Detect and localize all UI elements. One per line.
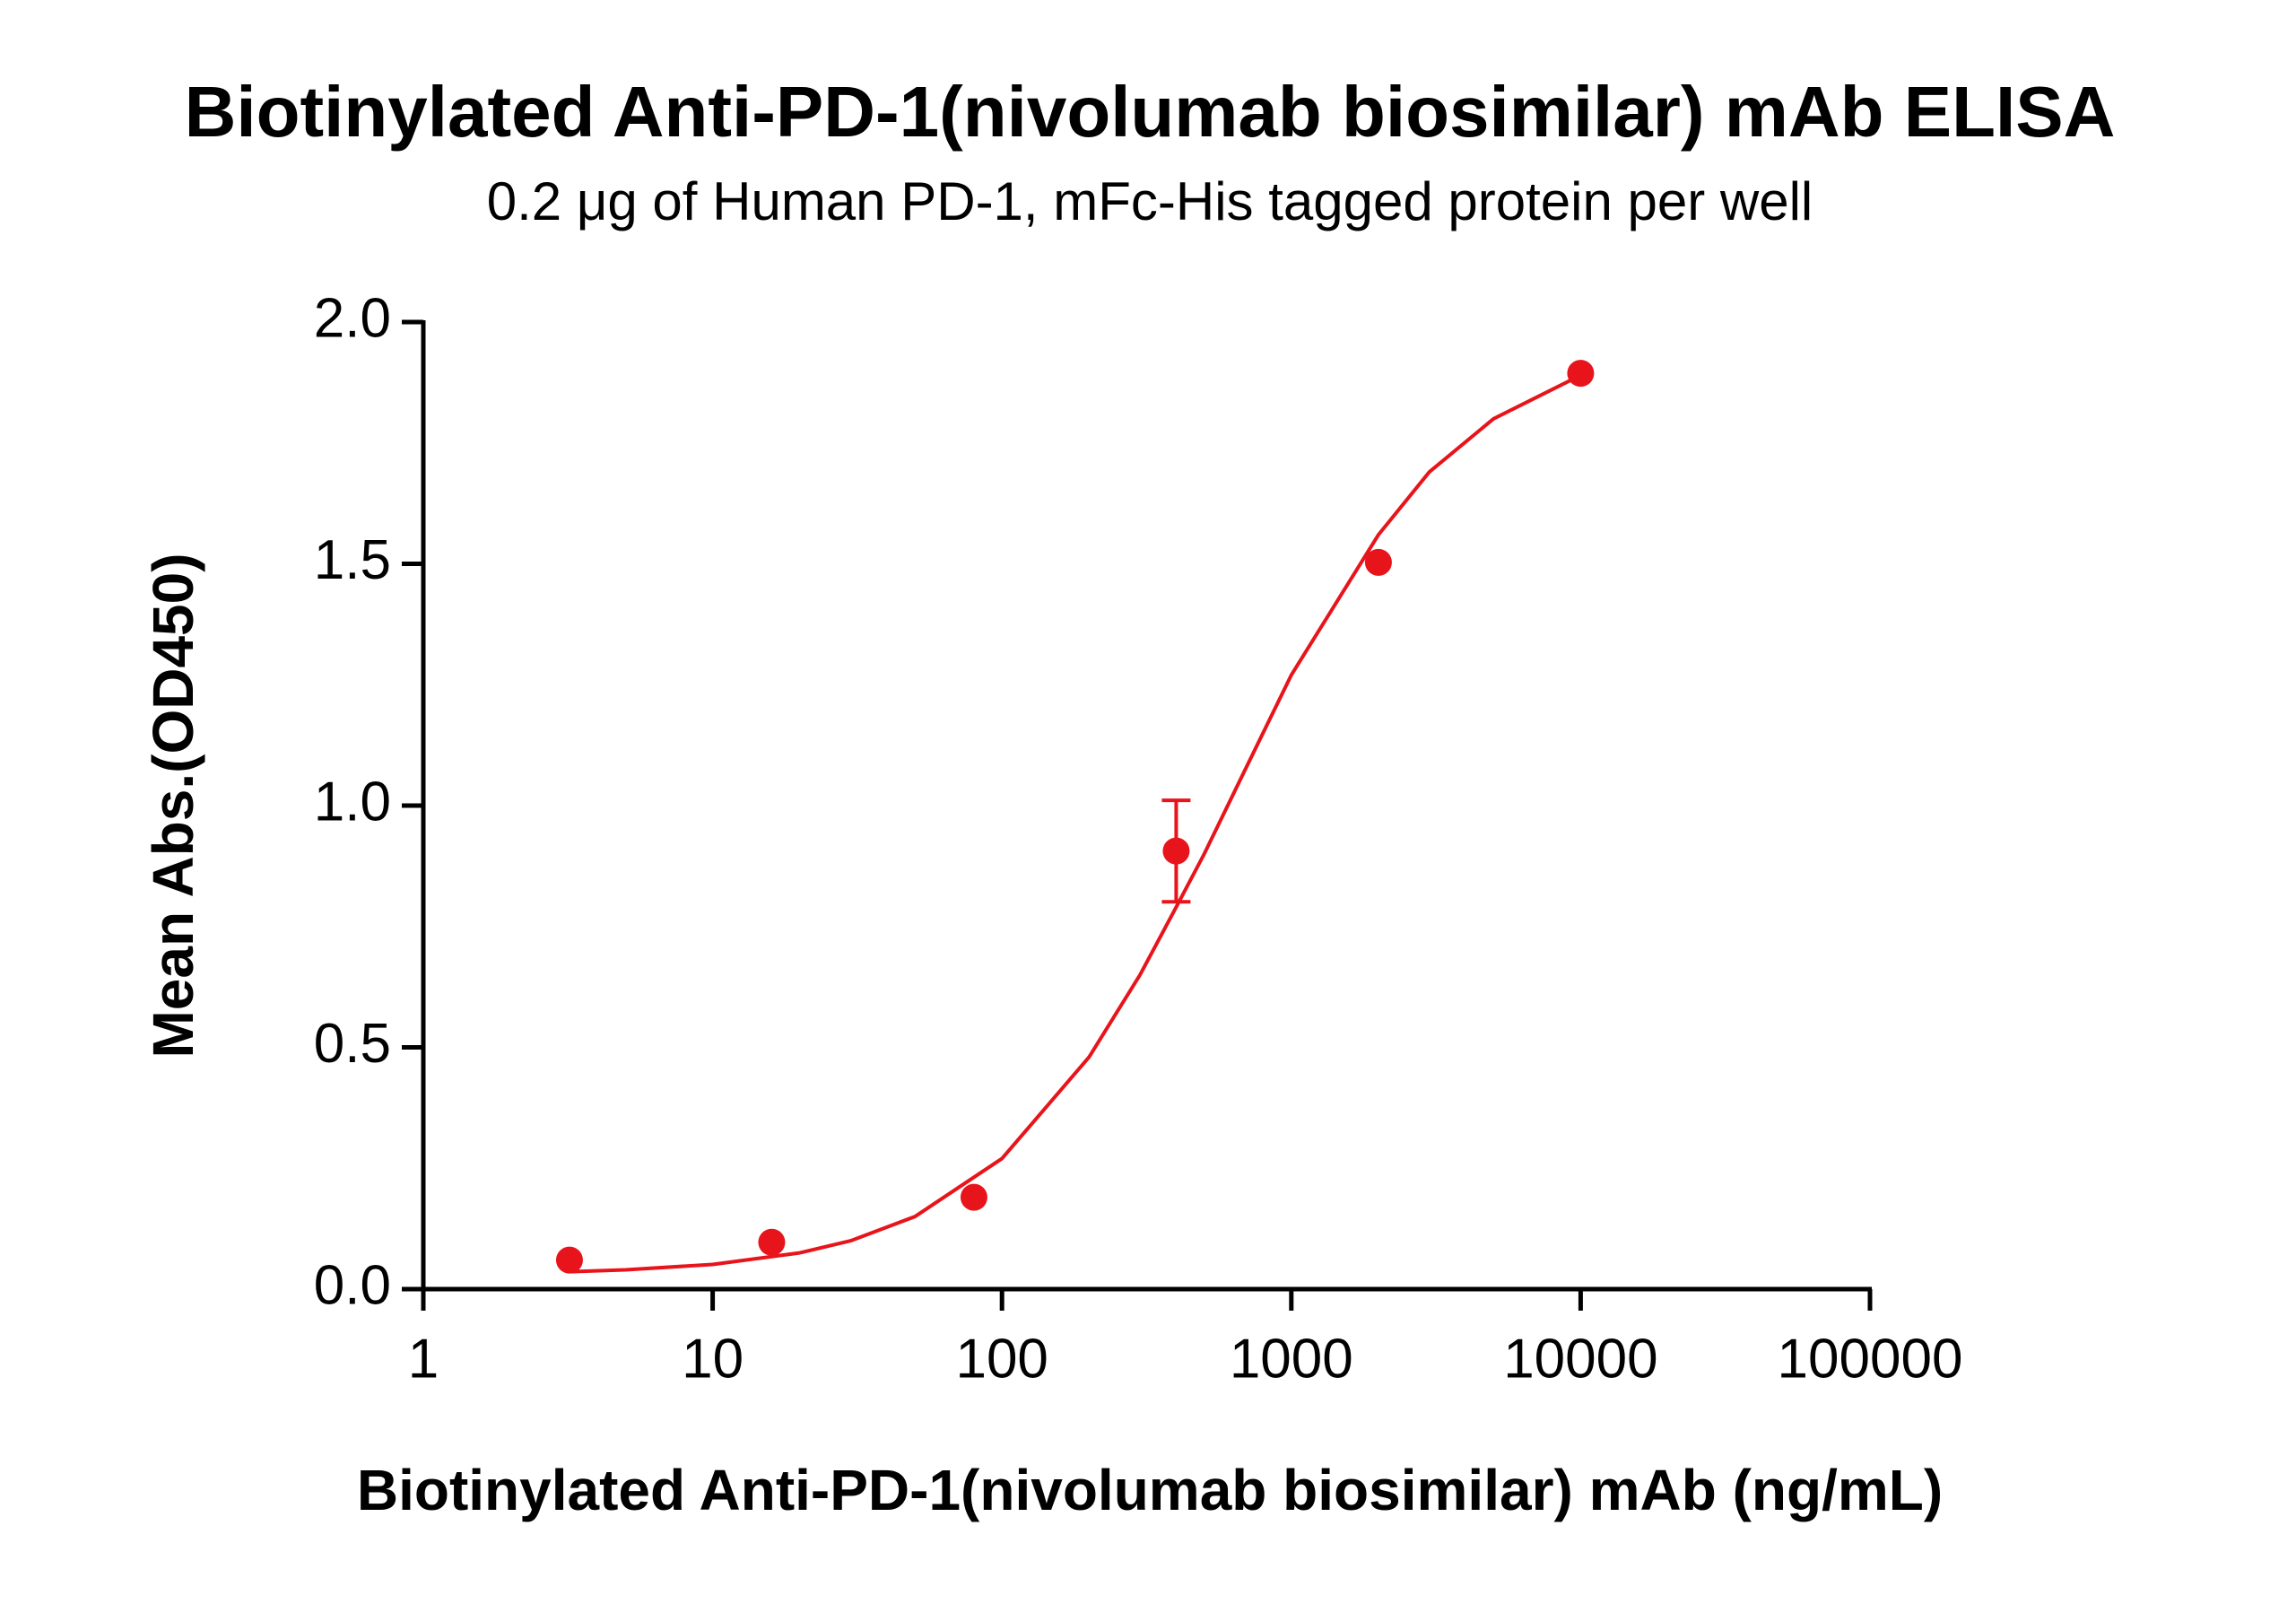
- data-point: [1567, 360, 1595, 388]
- data-point: [555, 1246, 583, 1274]
- x-tick-label: 10000: [1503, 1328, 1657, 1390]
- y-tick-label: 0.5: [314, 1013, 391, 1075]
- fit-curve: [569, 373, 1582, 1274]
- data-point: [1162, 837, 1190, 865]
- data-point: [960, 1183, 987, 1211]
- x-axis-title: Biotinylated Anti-PD-1(nivolumab biosimi…: [357, 1458, 1943, 1522]
- data-point: [758, 1228, 786, 1256]
- y-axis-title: Mean Abs.(OD450): [141, 553, 205, 1058]
- x-tick-label: 1000: [1230, 1328, 1353, 1390]
- data-point: [1364, 548, 1392, 576]
- y-tick-label: 0.0: [314, 1254, 391, 1316]
- y-tick-label: 1.5: [314, 529, 391, 591]
- chart-subtitle: 0.2 μg of Human PD-1, mFc-His tagged pro…: [487, 171, 1813, 231]
- y-tick-label: 1.0: [314, 771, 391, 833]
- chart-title: Biotinylated Anti-PD-1(nivolumab biosimi…: [185, 72, 2116, 152]
- x-tick-label: 100000: [1778, 1328, 1963, 1390]
- x-tick-label: 100: [955, 1328, 1048, 1390]
- y-tick-label: 2.0: [314, 287, 391, 349]
- x-tick-label: 10: [682, 1328, 744, 1390]
- x-tick-label: 1: [408, 1328, 439, 1390]
